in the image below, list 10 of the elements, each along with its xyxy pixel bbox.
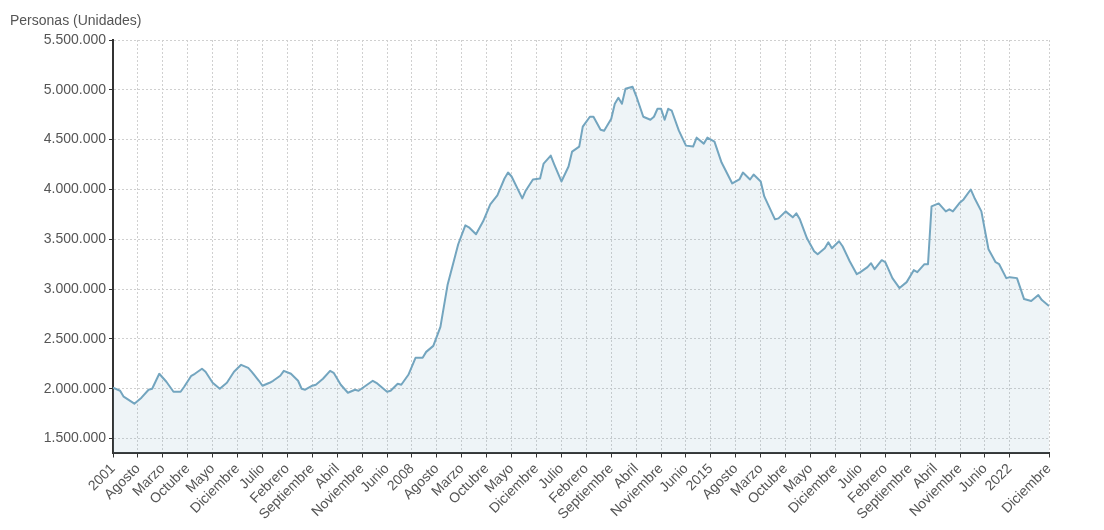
y-tick-label: 5.000.000 <box>43 80 107 97</box>
y-tick-label: 5.500.000 <box>43 30 107 47</box>
y-axis-title: Personas (Unidades) <box>10 12 142 28</box>
y-tick-label: 4.500.000 <box>43 130 107 147</box>
y-tick-label: 2.000.000 <box>43 379 107 396</box>
y-tick-label: 2.500.000 <box>43 329 107 346</box>
y-tick-label: 4.000.000 <box>43 180 107 197</box>
y-tick-label: 3.000.000 <box>43 279 107 296</box>
y-tick-label: 1.500.000 <box>43 429 107 446</box>
y-tick-label: 3.500.000 <box>43 230 107 247</box>
